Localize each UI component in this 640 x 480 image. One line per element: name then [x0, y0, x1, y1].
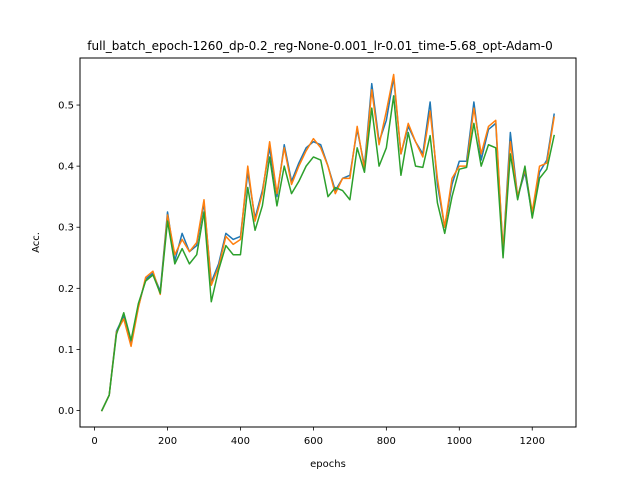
- series-line-2: [100, 73, 555, 412]
- x-axis-label: epochs: [310, 459, 346, 470]
- y-tick-label: 0.5: [58, 101, 74, 112]
- plot-frame: [79, 57, 577, 428]
- x-tick-label: 0: [91, 436, 97, 447]
- y-tick-label: 0.3: [58, 223, 74, 234]
- y-tick-label: 0.4: [58, 162, 74, 173]
- chart-title: full_batch_epoch-1260_dp-0.2_reg-None-0.…: [87, 39, 553, 53]
- x-tick-label: 600: [304, 436, 323, 447]
- y-tick-label: 0.0: [58, 406, 74, 417]
- series-line-3: [100, 95, 556, 412]
- x-tick-label: 200: [158, 436, 177, 447]
- y-axis-label: Acc.: [31, 232, 42, 253]
- y-tick-label: 0.2: [58, 284, 74, 295]
- x-tick-label: 1200: [520, 436, 545, 447]
- y-tick-label: 0.1: [58, 345, 74, 356]
- x-tick-label: 400: [231, 436, 250, 447]
- x-tick-label: 800: [377, 436, 396, 447]
- x-tick-label: 1000: [447, 436, 472, 447]
